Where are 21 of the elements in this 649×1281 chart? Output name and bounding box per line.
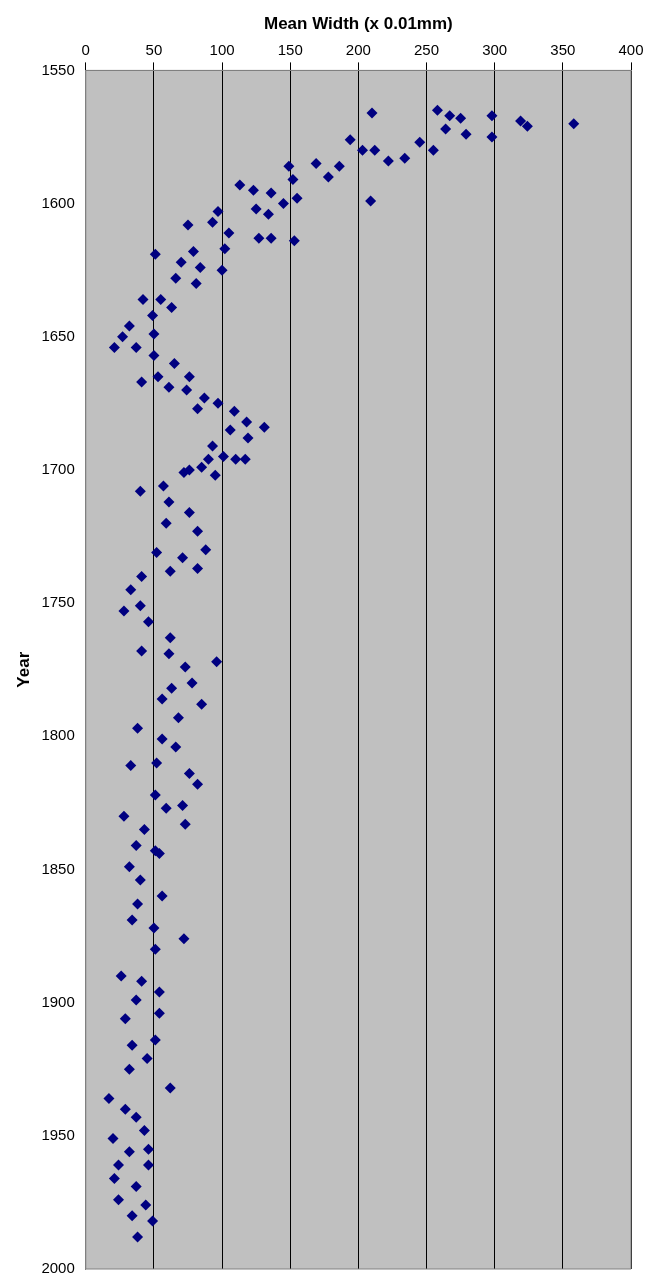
x-tick-label: 400	[618, 40, 644, 58]
y-tick-label: 1650	[41, 326, 75, 344]
x-axis-title: Mean Width (x 0.01mm)	[263, 13, 453, 33]
x-tick-label: 0	[81, 40, 90, 58]
x-tick-label: 150	[277, 40, 303, 58]
y-tick-label: 1700	[41, 460, 75, 478]
y-tick-label: 1900	[41, 992, 75, 1010]
y-tick-label: 1750	[41, 593, 75, 611]
x-tick-label: 200	[345, 40, 371, 58]
y-axis-title: Year	[13, 651, 33, 688]
y-tick-label: 1950	[41, 1125, 75, 1143]
y-tick-label: 1850	[41, 859, 75, 877]
y-tick-label: 1600	[41, 193, 75, 211]
x-tick-label: 300	[482, 40, 508, 58]
y-tick-label: 1550	[41, 60, 75, 78]
x-tick-label: 50	[145, 40, 163, 58]
y-tick-label: 1800	[41, 726, 75, 744]
x-tick-label: 100	[209, 40, 235, 58]
x-tick-label: 250	[414, 40, 440, 58]
y-tick-label: 2000	[41, 1259, 75, 1277]
x-tick-label: 350	[550, 40, 576, 58]
